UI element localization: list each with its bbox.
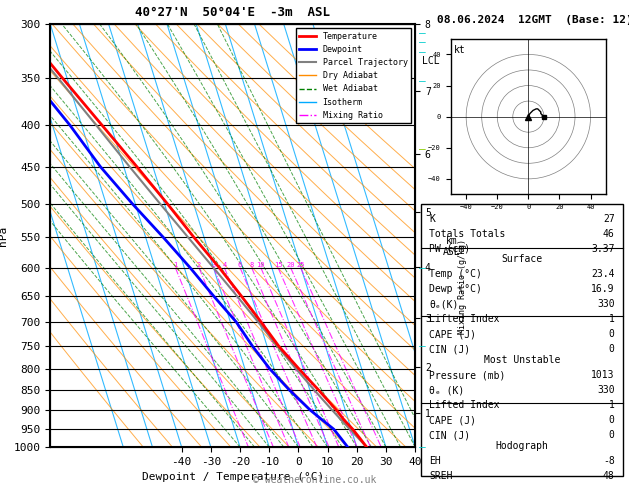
- Text: —: —: [420, 442, 426, 452]
- Text: 0: 0: [609, 330, 615, 339]
- Text: 1: 1: [609, 400, 615, 410]
- Text: —: —: [420, 28, 426, 38]
- Text: 330: 330: [597, 385, 615, 395]
- Text: —: —: [420, 37, 426, 47]
- Text: Lifted Index: Lifted Index: [430, 314, 500, 324]
- Text: kt: kt: [454, 45, 465, 55]
- Text: —: —: [420, 341, 426, 351]
- Title: 40°27'N  50°04'E  -3m  ASL: 40°27'N 50°04'E -3m ASL: [135, 6, 330, 19]
- Text: θₑ (K): θₑ (K): [430, 385, 465, 395]
- Text: SREH: SREH: [430, 471, 453, 481]
- Text: CIN (J): CIN (J): [430, 430, 470, 440]
- Text: LCL: LCL: [423, 56, 440, 66]
- Text: CAPE (J): CAPE (J): [430, 415, 477, 425]
- Text: Hodograph: Hodograph: [496, 441, 548, 451]
- Text: θₑ(K): θₑ(K): [430, 299, 459, 310]
- Text: 3: 3: [211, 262, 216, 268]
- Text: —: —: [420, 47, 426, 57]
- Text: -8: -8: [603, 456, 615, 466]
- Text: Totals Totals: Totals Totals: [430, 228, 506, 239]
- Text: 0: 0: [609, 430, 615, 440]
- Text: 3.37: 3.37: [591, 243, 615, 254]
- Text: 1: 1: [173, 262, 177, 268]
- Text: 1013: 1013: [591, 370, 615, 380]
- Text: CAPE (J): CAPE (J): [430, 330, 477, 339]
- Text: 2: 2: [197, 262, 201, 268]
- Text: K: K: [430, 214, 435, 224]
- Text: 23.4: 23.4: [591, 269, 615, 279]
- Text: —: —: [420, 76, 426, 87]
- Text: 16.9: 16.9: [591, 284, 615, 295]
- Text: 330: 330: [597, 299, 615, 310]
- Y-axis label: km
ASL: km ASL: [443, 236, 460, 257]
- Text: © weatheronline.co.uk: © weatheronline.co.uk: [253, 475, 376, 485]
- Text: —: —: [420, 263, 426, 273]
- Text: Dewp (°C): Dewp (°C): [430, 284, 482, 295]
- Text: 48: 48: [603, 471, 615, 481]
- Text: 10: 10: [257, 262, 265, 268]
- Text: 20: 20: [286, 262, 295, 268]
- Text: Mixing Ratio (g/kg): Mixing Ratio (g/kg): [458, 239, 467, 334]
- Text: —: —: [420, 144, 426, 155]
- Text: 4: 4: [222, 262, 226, 268]
- Text: 0: 0: [609, 344, 615, 354]
- Text: 15: 15: [274, 262, 282, 268]
- Text: Lifted Index: Lifted Index: [430, 400, 500, 410]
- X-axis label: Dewpoint / Temperature (°C): Dewpoint / Temperature (°C): [142, 472, 324, 483]
- Text: Pressure (mb): Pressure (mb): [430, 370, 506, 380]
- Text: CIN (J): CIN (J): [430, 344, 470, 354]
- Text: 25: 25: [296, 262, 305, 268]
- Text: 0: 0: [609, 415, 615, 425]
- Text: 27: 27: [603, 214, 615, 224]
- Text: PW (cm): PW (cm): [430, 243, 470, 254]
- Text: Temp (°C): Temp (°C): [430, 269, 482, 279]
- Text: EH: EH: [430, 456, 441, 466]
- Text: Most Unstable: Most Unstable: [484, 355, 560, 365]
- Text: 1: 1: [609, 314, 615, 324]
- Text: 08.06.2024  12GMT  (Base: 12): 08.06.2024 12GMT (Base: 12): [437, 15, 629, 25]
- Text: 46: 46: [603, 228, 615, 239]
- Text: 8: 8: [250, 262, 253, 268]
- Text: Surface: Surface: [501, 255, 543, 264]
- Legend: Temperature, Dewpoint, Parcel Trajectory, Dry Adiabat, Wet Adiabat, Isotherm, Mi: Temperature, Dewpoint, Parcel Trajectory…: [296, 29, 411, 123]
- Y-axis label: hPa: hPa: [0, 226, 8, 246]
- Text: 6: 6: [238, 262, 242, 268]
